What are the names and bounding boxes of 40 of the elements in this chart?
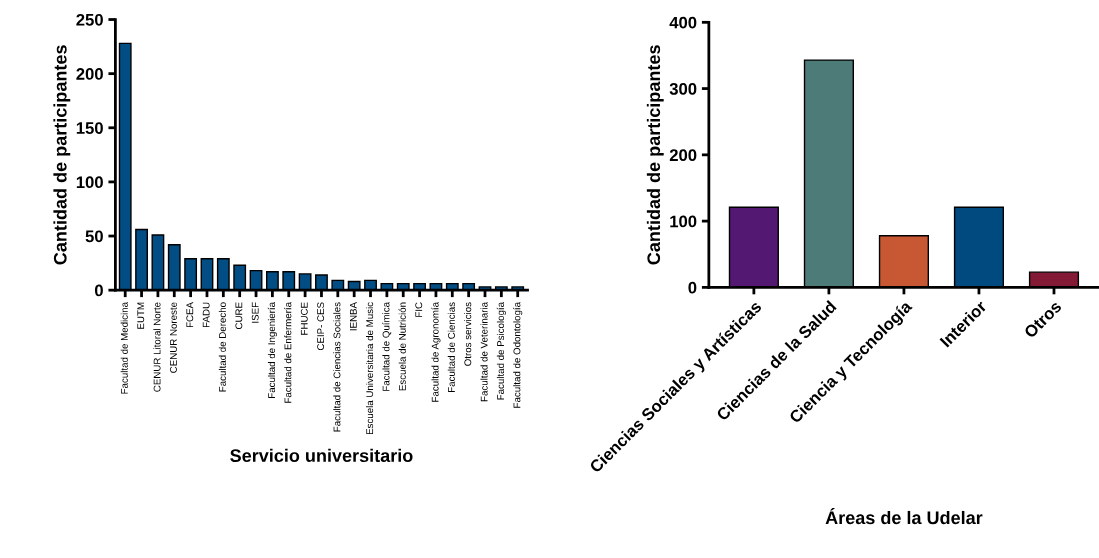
x-tick-label: ISEF xyxy=(251,302,259,323)
x-tick-label: Otros servicios xyxy=(464,302,472,366)
y-tick-label: 250 xyxy=(76,13,103,26)
x-tick-label: Facultad de Psicología xyxy=(496,301,506,400)
x-tick-label: Facultad de Odontología xyxy=(513,301,523,408)
y-tick-label: 0 xyxy=(688,281,697,294)
x-tick-label: Facultad de Ciencias xyxy=(447,302,455,392)
x-tick-label: CENUR Noreste xyxy=(170,302,177,373)
x-tick-label: Escuela de Nutrición xyxy=(398,302,406,391)
y-tick-label: 100 xyxy=(670,215,697,228)
x-tick-label: CURE xyxy=(235,302,243,330)
x-axis-title: Áreas de la Udelar xyxy=(825,508,983,525)
x-tick-label: Facultad de Química xyxy=(382,301,392,391)
y-tick-label: 200 xyxy=(76,68,103,80)
x-tick-label: Facultad de Ingeniería xyxy=(267,301,277,398)
y-axis-title: Cantidad de participantes xyxy=(646,45,664,265)
x-tick-label: Facultad de Derecho xyxy=(218,302,226,392)
x-axis-title: Servicio universitario xyxy=(230,448,413,463)
x-tick-label: FIC xyxy=(415,302,423,317)
x-tick-label: FADU xyxy=(202,302,210,328)
x-tick-label: CENUR Litoral Norte xyxy=(153,302,161,392)
x-tick-label: Facultad de Ciencias Sociales xyxy=(333,302,341,432)
y-tick-label: 400 xyxy=(669,16,697,29)
y-tick-label: 150 xyxy=(76,122,103,134)
x-tick-label: Escuela Universitaria de Music xyxy=(365,302,374,435)
y-tick-label: 200 xyxy=(669,149,697,162)
x-tick-label: Facultad de Enfermería xyxy=(284,301,292,403)
x-tick-label: Facultad de Medicina xyxy=(120,301,128,394)
x-tick-label: EUTM xyxy=(137,302,145,329)
x-tick-label: Facultad de Veterinaria xyxy=(480,301,488,402)
y-tick-label: 100 xyxy=(76,176,103,189)
y-tick-label: 50 xyxy=(85,230,103,243)
y-tick-label: 0 xyxy=(94,284,103,297)
x-tick-label: IENBA xyxy=(349,301,357,331)
y-tick-label: 300 xyxy=(669,82,697,95)
x-tick-label: FHUCE xyxy=(300,302,308,335)
x-tick-label: FCEA xyxy=(186,301,194,328)
x-tick-label: CEIP- CES xyxy=(317,302,325,351)
x-tick-label: Facultad de Agronomía xyxy=(431,301,441,402)
y-axis-title: Cantidad de participantes xyxy=(53,45,71,265)
